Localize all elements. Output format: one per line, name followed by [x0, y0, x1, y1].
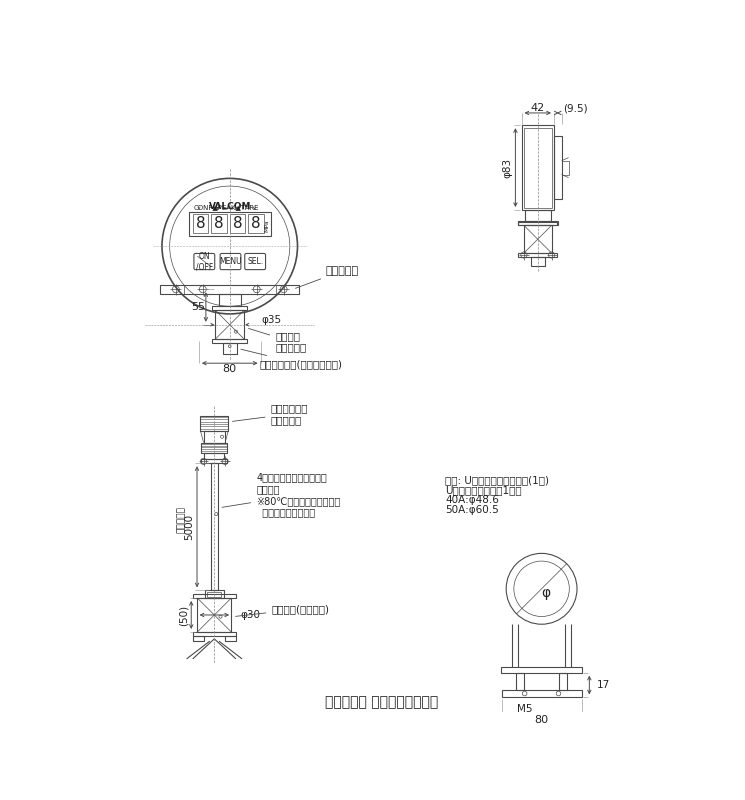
Text: φ83: φ83 — [503, 158, 513, 178]
Bar — [524, 210, 551, 221]
Text: 8: 8 — [214, 216, 223, 231]
Text: CONF▲PEAK▲TARE: CONF▲PEAK▲TARE — [193, 204, 259, 210]
Bar — [248, 214, 264, 233]
Bar — [212, 306, 247, 310]
Bar — [524, 127, 551, 208]
Text: 8: 8 — [251, 216, 261, 231]
Text: 8: 8 — [196, 216, 206, 231]
Bar — [204, 454, 224, 459]
Bar — [225, 636, 236, 641]
Bar — [201, 442, 227, 454]
Bar — [518, 221, 558, 226]
Text: 40A:φ48.6: 40A:φ48.6 — [446, 495, 499, 505]
Bar — [197, 598, 231, 632]
Text: 50A:φ60.5: 50A:φ60.5 — [446, 505, 499, 515]
Text: MENU: MENU — [219, 257, 242, 266]
Text: U字ボルト用金具（1個）: U字ボルト用金具（1個） — [446, 485, 522, 495]
Text: 付属: U字ステンレスボルト(1本): 付属: U字ステンレスボルト(1本) — [446, 475, 549, 485]
Bar — [211, 463, 218, 590]
Text: (50): (50) — [179, 605, 188, 626]
Text: 4芯シールドチューブ入り
ケーブル
※80℃以上の環境、配管に
  直接触れないこと。: 4芯シールドチューブ入り ケーブル ※80℃以上の環境、配管に 直接触れないこと… — [222, 473, 340, 518]
Bar — [223, 343, 237, 354]
Bar — [183, 285, 276, 294]
Bar — [212, 214, 226, 233]
Bar — [559, 673, 567, 690]
Bar — [203, 431, 225, 442]
Bar — [160, 285, 299, 294]
Text: アダプタ
（表示側）: アダプタ （表示側） — [249, 329, 306, 352]
Text: M5: M5 — [517, 703, 533, 714]
Text: ブラケット: ブラケット — [296, 266, 359, 288]
Bar — [189, 211, 270, 236]
Bar — [519, 253, 557, 257]
Text: 80: 80 — [534, 714, 548, 725]
Bar — [562, 161, 568, 174]
Text: 5000: 5000 — [184, 514, 194, 540]
Text: φ: φ — [541, 586, 550, 600]
Bar — [229, 214, 245, 233]
Bar — [200, 415, 228, 431]
Bar — [522, 126, 554, 210]
Text: ケーブル長: ケーブル長 — [177, 506, 186, 533]
Bar — [193, 632, 236, 636]
Bar — [554, 136, 562, 199]
Text: 80: 80 — [223, 364, 237, 374]
Bar — [212, 339, 247, 343]
Bar — [205, 590, 224, 598]
Text: MPa: MPa — [264, 219, 269, 232]
Text: 42: 42 — [530, 103, 545, 114]
Bar — [201, 459, 227, 463]
Text: ON
/OFF: ON /OFF — [196, 252, 213, 271]
Bar — [501, 690, 582, 698]
Bar — [524, 226, 551, 253]
Bar — [215, 310, 244, 339]
Text: 外形寸法図 センサセパレート: 外形寸法図 センサセパレート — [325, 695, 438, 709]
Text: 防水コネクタ(レセプタクル): 防水コネクタ(レセプタクル) — [241, 350, 343, 369]
Bar — [519, 222, 557, 226]
Text: 8: 8 — [232, 216, 242, 231]
Text: φ30: φ30 — [241, 610, 261, 620]
Text: 防水コネクタ
（プラグ）: 防水コネクタ （プラグ） — [232, 403, 308, 425]
Bar — [193, 594, 236, 598]
Bar — [193, 214, 208, 233]
Bar — [219, 294, 241, 306]
Text: SEL.: SEL. — [247, 257, 263, 266]
Text: VALCOM: VALCOM — [209, 202, 251, 210]
Bar — [193, 636, 203, 641]
Text: アダプタ(センサ側): アダプタ(センサ側) — [235, 604, 329, 616]
Text: (9.5): (9.5) — [563, 103, 588, 114]
Text: 17: 17 — [597, 680, 610, 690]
Bar — [530, 257, 545, 266]
Bar — [207, 592, 221, 597]
Bar — [516, 673, 524, 690]
Text: 55: 55 — [191, 302, 205, 312]
Bar — [501, 666, 582, 673]
Text: φ35: φ35 — [261, 315, 282, 325]
